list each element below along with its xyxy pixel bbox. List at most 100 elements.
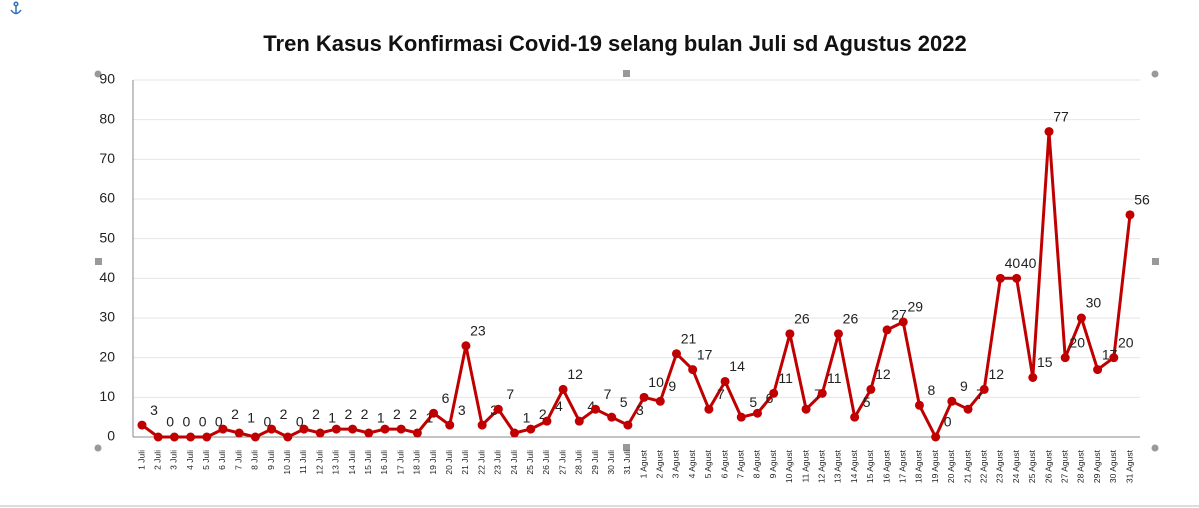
- data-point: [785, 329, 795, 339]
- data-point: [169, 432, 179, 442]
- x-tick-label: 17 Juli: [395, 450, 405, 475]
- y-tick-label: 0: [107, 428, 115, 444]
- x-tick-label: 16 Juli: [379, 450, 389, 475]
- data-label: 0: [166, 414, 174, 430]
- x-tick-label: 20 Agust: [946, 449, 956, 483]
- data-point: [995, 273, 1005, 283]
- x-tick-label: 21 Juli: [460, 450, 470, 475]
- data-label: 29: [907, 299, 923, 315]
- data-point: [1109, 353, 1119, 363]
- x-tick-label: 26 Agust: [1043, 449, 1053, 483]
- data-label: 0: [263, 414, 271, 430]
- data-point: [866, 384, 876, 394]
- data-label: 3: [458, 402, 466, 418]
- data-label: 11: [827, 370, 842, 386]
- data-point: [688, 365, 698, 375]
- data-point: [137, 420, 147, 430]
- x-tick-label: 26 Juli: [541, 450, 551, 475]
- data-label: 10: [648, 374, 664, 390]
- data-point: [736, 412, 746, 422]
- data-point: [429, 408, 439, 418]
- data-point: [1060, 353, 1070, 363]
- data-point: [461, 341, 471, 351]
- data-label: 4: [555, 398, 563, 414]
- data-label: 26: [794, 311, 810, 327]
- y-tick-label: 70: [99, 150, 115, 166]
- data-label: 30: [1086, 295, 1102, 311]
- data-label: 17: [697, 346, 713, 362]
- x-tick-label: 25 Agust: [1027, 449, 1037, 483]
- x-tick-label: 30 Juli: [606, 450, 616, 475]
- x-tick-label: 6 Juli: [217, 450, 227, 470]
- x-tick-label: 27 Agust: [1059, 449, 1069, 483]
- data-label: 0: [199, 414, 207, 430]
- data-label: 4: [587, 398, 595, 414]
- x-tick-label: 22 Juli: [476, 450, 486, 475]
- data-point: [882, 325, 892, 335]
- data-label: 5: [620, 394, 628, 410]
- data-point: [542, 416, 552, 426]
- data-label: 21: [681, 330, 697, 346]
- data-point: [769, 388, 779, 398]
- anchor-icon: [10, 1, 22, 15]
- x-tick-label: 13 Agust: [833, 449, 843, 483]
- x-tick-label: 29 Agust: [1092, 449, 1102, 483]
- data-point: [526, 424, 536, 434]
- data-label: 3: [150, 402, 158, 418]
- x-tick-label: 25 Juli: [525, 450, 535, 475]
- x-tick-label: 9 Agust: [768, 449, 778, 478]
- data-label: 2: [361, 406, 369, 422]
- data-label: 6: [766, 390, 774, 406]
- y-tick-label: 10: [99, 388, 115, 404]
- data-label: 40: [1005, 255, 1021, 271]
- data-label: 2: [344, 406, 352, 422]
- chart-title: Tren Kasus Konfirmasi Covid-19 selang bu…: [263, 31, 966, 56]
- data-point: [202, 432, 212, 442]
- y-tick-label: 40: [99, 269, 115, 285]
- data-label: 2: [409, 406, 417, 422]
- data-label: 26: [843, 311, 859, 327]
- x-tick-label: 12 Agust: [817, 449, 827, 483]
- data-point: [801, 404, 811, 414]
- data-point: [914, 400, 924, 410]
- x-tick-label: 14 Juli: [347, 450, 357, 475]
- x-tick-label: 21 Agust: [962, 449, 972, 483]
- x-tick-label: 8 Juli: [250, 450, 260, 470]
- x-tick-label: 23 Juli: [493, 450, 503, 475]
- x-tick-label: 3 Agust: [671, 449, 681, 478]
- x-tick-label: 1 Agust: [638, 449, 648, 478]
- data-point: [315, 428, 325, 438]
- data-label: 0: [182, 414, 190, 430]
- y-tick-label: 20: [99, 348, 115, 364]
- data-point: [947, 396, 957, 406]
- data-point: [396, 424, 406, 434]
- data-label: 7: [604, 386, 612, 402]
- data-label: 2: [312, 406, 320, 422]
- data-label: 20: [1118, 334, 1134, 350]
- x-tick-label: 10 Juli: [282, 450, 292, 475]
- data-point: [752, 408, 762, 418]
- x-tick-label: 10 Agust: [784, 449, 794, 483]
- y-tick-label: 50: [99, 229, 115, 245]
- data-point: [364, 428, 374, 438]
- x-tick-label: 16 Agust: [881, 449, 891, 483]
- x-tick-label: 18 Agust: [914, 449, 924, 483]
- data-label: 23: [470, 322, 486, 338]
- x-tick-label: 5 Juli: [201, 450, 211, 470]
- data-label: 1: [247, 410, 255, 426]
- x-tick-label: 2 Agust: [655, 449, 665, 478]
- data-point: [218, 424, 228, 434]
- data-label: 40: [1021, 255, 1037, 271]
- data-point: [671, 349, 681, 359]
- data-point: [234, 428, 244, 438]
- y-tick-label: 80: [99, 110, 115, 126]
- data-point: [445, 420, 455, 430]
- data-point: [1093, 365, 1103, 375]
- data-label: 0: [944, 414, 952, 430]
- data-point: [817, 388, 827, 398]
- data-label: 7: [506, 386, 514, 402]
- x-tick-label: 14 Agust: [849, 449, 859, 483]
- x-tick-label: 11 Juli: [298, 450, 308, 474]
- data-label: 8: [928, 382, 936, 398]
